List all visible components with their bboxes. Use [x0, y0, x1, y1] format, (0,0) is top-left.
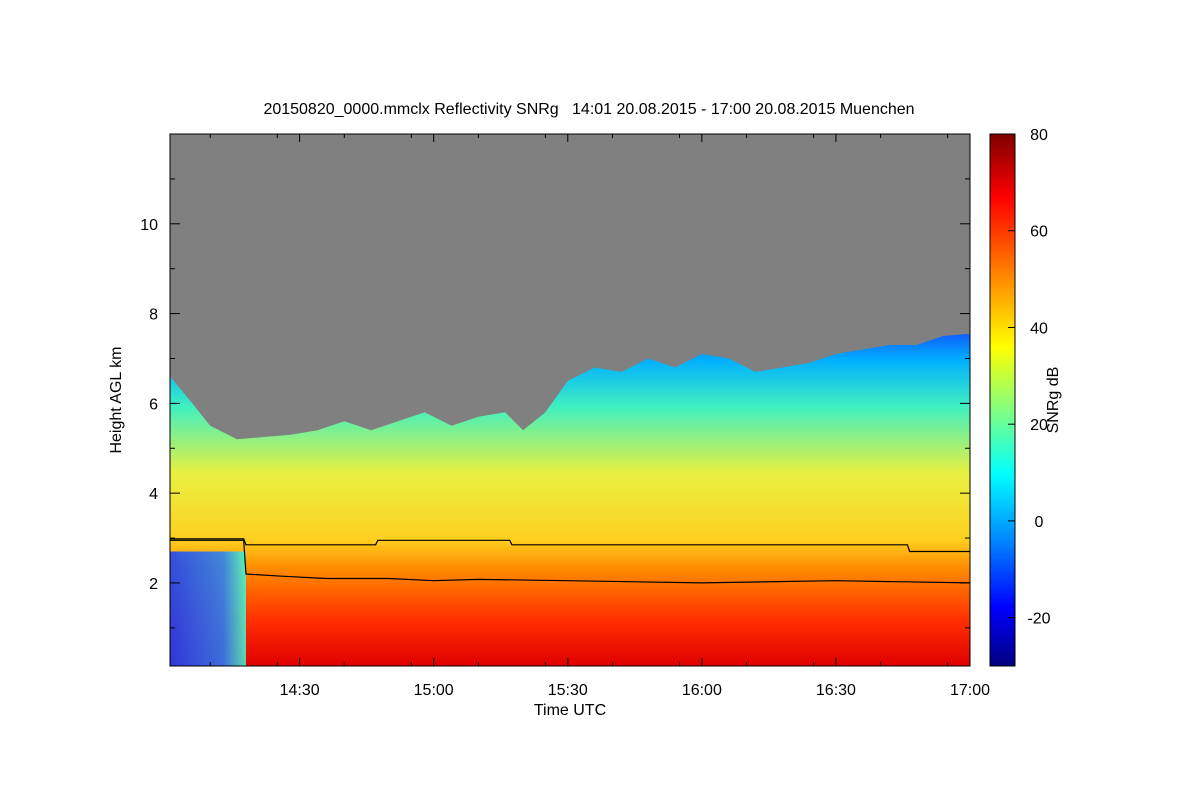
y-axis-label: Height AGL km [108, 346, 125, 453]
y-tick-label: 10 [140, 217, 158, 234]
colorbar-tick-label: -20 [1027, 611, 1050, 628]
clutter-region [170, 551, 246, 666]
x-tick-label: 15:00 [414, 682, 454, 699]
chart-title: 20150820_0000.mmclx Reflectivity SNRg 14… [263, 101, 914, 118]
x-tick-label: 17:00 [950, 682, 990, 699]
plot-area: 14:30 15:00 15:30 16:00 16:30 17:00 2 4 6 8 10 [140, 133, 990, 699]
colorbar-tick-label: 0 [1035, 514, 1044, 531]
colorbar-tick-label: 60 [1030, 224, 1048, 241]
y-tick-label: 6 [149, 396, 158, 413]
plot-frame [169, 133, 971, 667]
x-tick-label: 14:30 [280, 682, 320, 699]
x-axis: 14:30 15:00 15:30 16:00 16:30 17:00 [209, 134, 990, 699]
y-tick-label: 2 [149, 576, 158, 593]
colorbar-label: SNRg dB [1045, 367, 1062, 434]
y-tick-label: 8 [149, 307, 158, 324]
colorbar-scale [989, 133, 1016, 667]
colorbar-tick-label: 40 [1030, 320, 1048, 337]
x-tick-label: 15:30 [548, 682, 588, 699]
y-axis: 2 4 6 8 10 [140, 178, 970, 629]
x-axis-label: Time UTC [534, 702, 606, 719]
echo-region [170, 333, 970, 666]
melting-layer-line [170, 539, 970, 584]
colorbar-tick-label: 20 [1030, 417, 1048, 434]
colorbar-tick-label: 80 [1030, 127, 1048, 144]
upper-level-line [170, 538, 970, 553]
x-tick-label: 16:30 [816, 682, 856, 699]
colorbar: -20 0 20 40 60 80 SNRg dB [989, 127, 1062, 667]
x-tick-label: 16:00 [682, 682, 722, 699]
y-tick-label: 4 [149, 486, 158, 503]
